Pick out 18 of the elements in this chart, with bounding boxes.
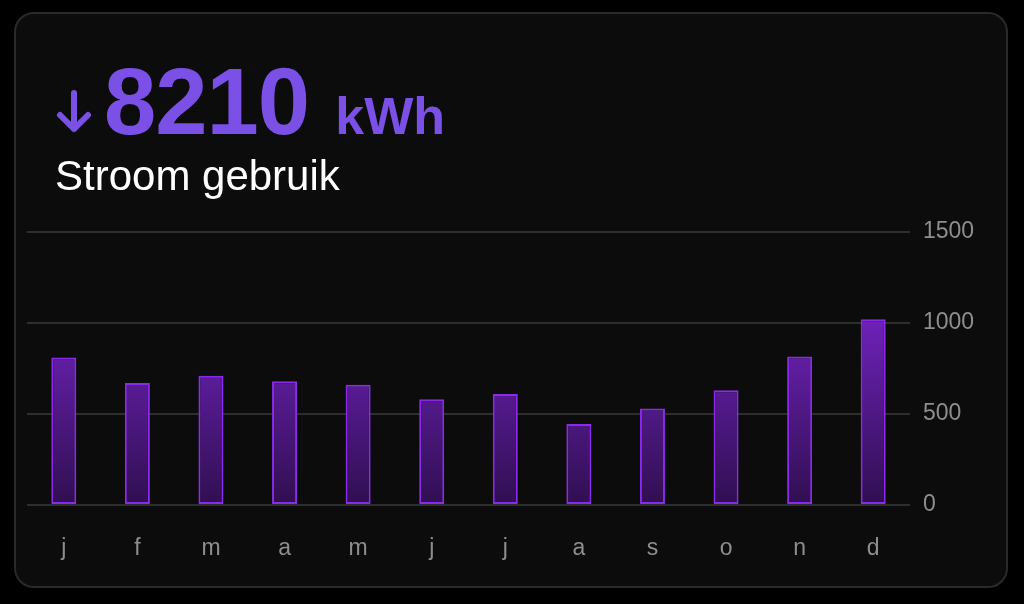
chart-subtitle: Stroom gebruik <box>55 152 340 199</box>
x-tick-label: m <box>201 534 221 561</box>
x-tick-label: a <box>278 534 292 561</box>
y-tick-label: 1500 <box>923 217 975 244</box>
x-tick-label: a <box>572 534 586 561</box>
x-tick-label: j <box>60 534 67 561</box>
x-tick-label: s <box>646 534 659 561</box>
x-tick-label: m <box>348 534 368 561</box>
x-tick-label: f <box>134 534 142 561</box>
y-tick-label: 1000 <box>923 308 975 335</box>
chart-title: 8210 kWh <box>104 49 446 154</box>
x-tick-label: j <box>501 534 508 561</box>
x-tick-label: n <box>793 534 807 561</box>
y-tick-label: 0 <box>923 490 936 517</box>
x-tick-label: j <box>428 534 435 561</box>
y-tick-label: 500 <box>923 399 962 426</box>
x-tick-label: o <box>719 534 733 561</box>
x-tick-label: d <box>866 534 880 561</box>
